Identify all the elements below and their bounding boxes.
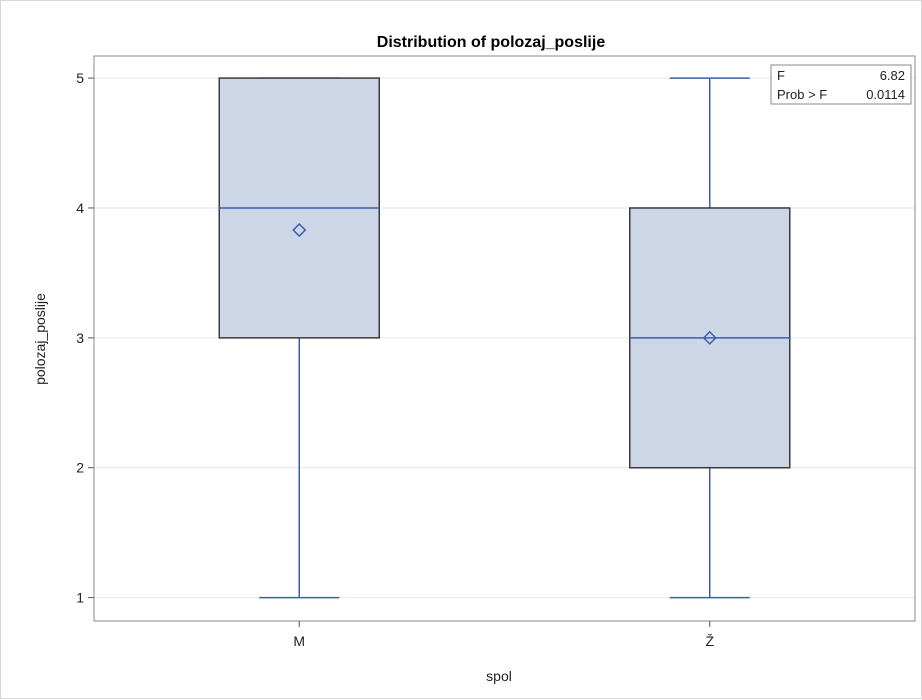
- y-tick-label: 4: [76, 200, 84, 216]
- chart-title: Distribution of polozaj_poslije: [377, 34, 606, 51]
- box-group: [629, 77, 791, 599]
- y-tick-label: 1: [76, 590, 84, 606]
- grid: [94, 77, 915, 599]
- inset-prob-value: 0.0114: [866, 87, 905, 102]
- y-tick-label: 5: [76, 70, 84, 86]
- inset-prob-label: Prob > F: [777, 87, 827, 102]
- x-tick-label: M: [293, 633, 305, 649]
- stats-inset-border: [770, 64, 912, 105]
- mean-marker: [292, 222, 307, 238]
- axes: 1 2 3 4 5 M Ž: [76, 70, 714, 649]
- y-tick-label: 2: [76, 460, 84, 476]
- x-tick-label: Ž: [705, 633, 714, 649]
- mean-marker: [702, 330, 717, 345]
- plot-border: [93, 55, 916, 622]
- x-axis-title: spol: [486, 668, 512, 684]
- y-axis-title: polozaj_poslije: [32, 293, 48, 385]
- plot-area: [218, 77, 791, 599]
- box-group: [218, 77, 380, 599]
- inset-f-value: 6.82: [880, 68, 905, 83]
- stats-inset: F 6.82 Prob > F 0.0114: [770, 64, 912, 105]
- inset-f-label: F: [777, 68, 785, 83]
- y-tick-label: 3: [76, 330, 84, 346]
